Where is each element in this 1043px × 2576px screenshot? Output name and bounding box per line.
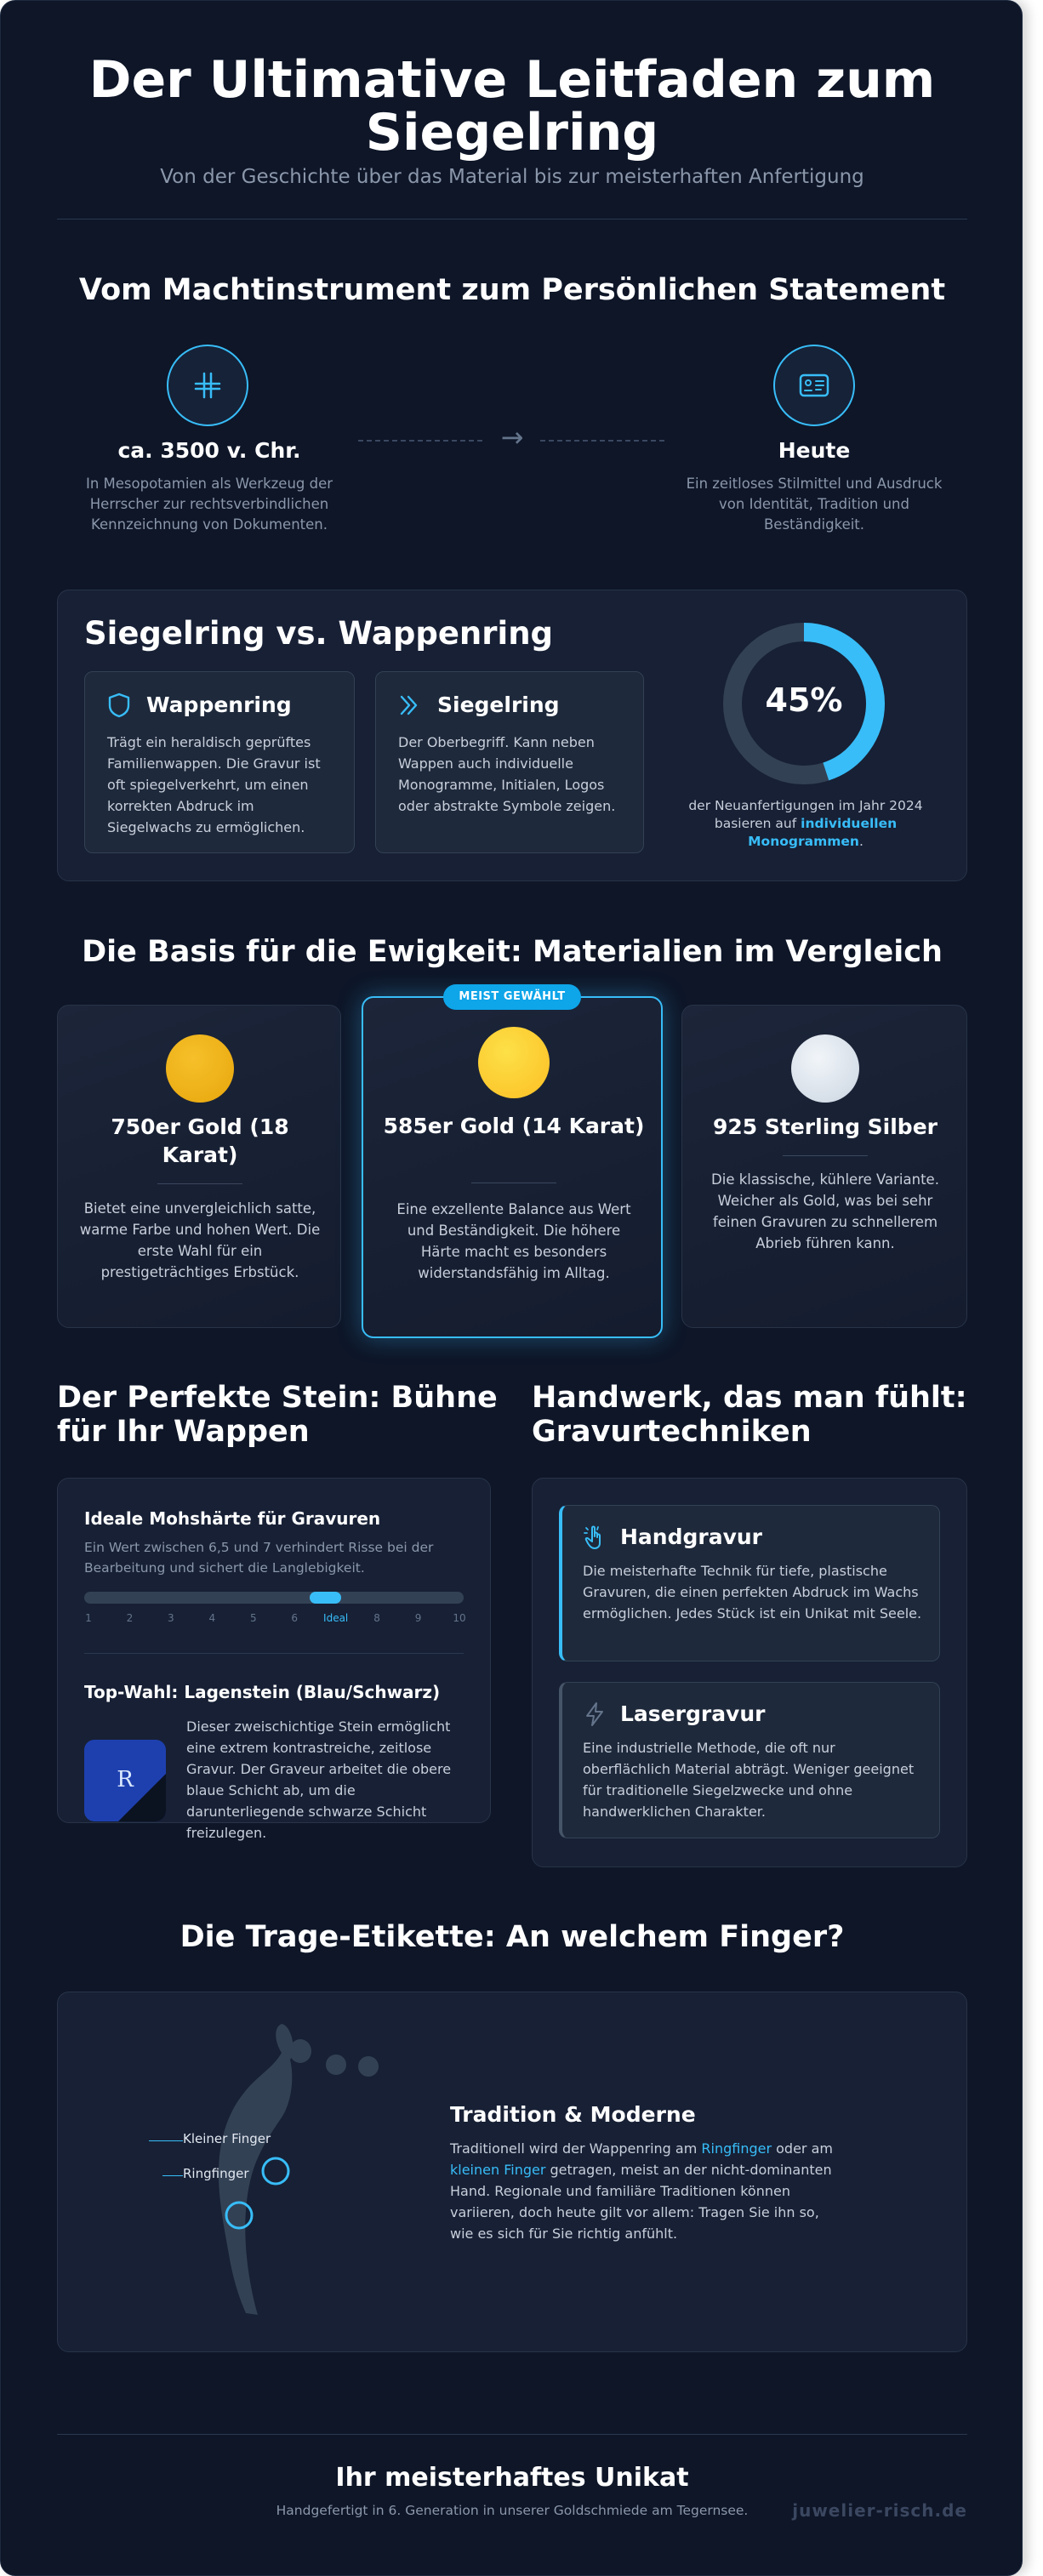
material-text-585: Eine exzellente Balance aus Wert und Bes… [396, 1201, 631, 1281]
most-chosen-badge: MEIST GEWÄHLT [443, 984, 581, 1010]
donut-caption-pre: der Neuanfertigungen im Jahr 2024 basier… [688, 798, 923, 831]
material-card-925: 925 Sterling Silber Die klassische, kühl… [681, 1005, 967, 1328]
silver-925-swatch [791, 1034, 859, 1103]
etiquette-pinky-link: kleinen Finger [450, 2162, 546, 2178]
siegelring-text: Der Oberbegriff. Kann neben Wappen auch … [398, 734, 616, 814]
hand-pointer-icon [584, 1525, 601, 1549]
percentage-donut [723, 623, 885, 784]
etiquette-text: Traditionell wird der Wappenring am Ring… [450, 2138, 841, 2244]
timeline-dash-left [358, 440, 482, 442]
scale-icon [167, 345, 248, 426]
wappenring-card: Wappenring Trägt ein heraldisch geprüfte… [84, 671, 355, 853]
lagenstein-swatch: R [84, 1740, 166, 1821]
top-choice-text: Dieser zweischichtige Stein ermöglicht e… [186, 1718, 452, 1841]
page-title: Der Ultimative Leitfaden zum Siegelring [1, 54, 1022, 162]
material-text-925: Die klassische, kühlere Variante. Weiche… [711, 1171, 939, 1251]
history-past-heading: ca. 3500 v. Chr. [117, 438, 301, 463]
timeline-arrow: → [500, 421, 524, 453]
donut-caption: der Neuanfertigungen im Jahr 2024 basier… [678, 797, 933, 851]
material-text-750: Bietet eine unvergleichlich satte, warme… [79, 1200, 321, 1280]
gold-750-swatch [166, 1034, 234, 1103]
material-name-925: 925 Sterling Silber [713, 1114, 938, 1139]
donut-value-arc [723, 623, 885, 784]
material-name-750: 750er Gold (18 Karat) [111, 1114, 289, 1167]
material-card-585: 585er Gold (14 Karat) Eine exzellente Ba… [362, 996, 663, 1338]
hardness-scale-label: 9 [414, 1612, 422, 1624]
shield-icon [108, 692, 130, 718]
etiquette-text-a: Traditionell wird der Wappenring am [450, 2140, 702, 2157]
hand-illustration [218, 2024, 379, 2315]
material-divider-925 [783, 1155, 868, 1156]
pinky-label: Kleiner Finger [183, 2131, 271, 2146]
donut-caption-post: . [858, 834, 863, 849]
hand-engraving-card: Handgravur Die meisterhafte Technik für … [559, 1505, 940, 1661]
lagenstein-letter: R [117, 1767, 134, 1792]
hardness-scale-label: 2 [126, 1612, 134, 1624]
footer-brand[interactable]: juwelier-risch.de [792, 2500, 967, 2521]
donut-label: 45% [765, 681, 843, 719]
ring-marker-pinky [261, 2157, 290, 2186]
top-choice-heading: Top-Wahl: Lagenstein (Blau/Schwarz) [84, 1682, 441, 1702]
hardness-scale-label: 10 [453, 1612, 466, 1624]
hardness-scale-label: Ideal [323, 1612, 349, 1624]
hardness-scale-label: 3 [168, 1612, 174, 1624]
etiquette-ringfinger-link: Ringfinger [701, 2140, 772, 2157]
hardness-scale-track [84, 1592, 464, 1604]
material-name-585: 585er Gold (14 Karat) [383, 1114, 645, 1138]
hardness-scale-label: 6 [291, 1612, 299, 1624]
etiquette-title: Die Trage-Etikette: An welchem Finger? [180, 1920, 845, 1954]
laser-engraving-text: Eine industrielle Methode, die oft nur o… [583, 1740, 915, 1820]
footer-divider [57, 2434, 967, 2435]
wappenring-label: Wappenring [146, 692, 292, 717]
hardness-ideal-marker [310, 1592, 341, 1604]
engraving-title: Handwerk, das man fühlt: Gravurtechniken [532, 1381, 967, 1449]
stone-title: Der Perfekte Stein: Bühne für Ihr Wappen [57, 1381, 498, 1449]
title-line-1: Der Ultimative Leitfaden zum [88, 50, 936, 110]
etiquette-text-c: getragen, meist an der nicht-dominanten … [450, 2162, 832, 2242]
hardness-scale-label: 8 [373, 1612, 380, 1624]
gold-585-swatch [478, 1027, 550, 1098]
hardness-scale-labels: 1 2 3 4 5 6 Ideal 8 9 10 [84, 1612, 465, 1627]
hardness-scale-label: 5 [249, 1612, 257, 1624]
footer-title: Ihr meisterhaftes Unikat [335, 2463, 689, 2493]
ring-marker-ring [225, 2201, 254, 2230]
timeline-dash-right [540, 440, 664, 442]
siegelring-label: Siegelring [437, 692, 560, 717]
etiquette-card [57, 1992, 967, 2352]
comparison-title: Siegelring vs. Wappenring [84, 615, 554, 652]
stone-divider [84, 1653, 464, 1654]
donut-caption-highlight: individuellen Monogrammen [748, 816, 898, 849]
history-present-text: Ein zeitloses Stilmittel und Ausdruck vo… [686, 476, 943, 533]
hardness-text: Ein Wert zwischen 6,5 und 7 verhindert R… [84, 1540, 434, 1576]
history-present-heading: Heute [778, 438, 851, 463]
material-divider-750 [157, 1183, 242, 1184]
hand-engraving-text: Die meisterhafte Technik für tiefe, plas… [583, 1563, 922, 1621]
lightning-icon [586, 1702, 603, 1726]
ring-label: Ringfinger [183, 2166, 249, 2181]
material-card-750: 750er Gold (18 Karat) Bietet eine unverg… [57, 1005, 341, 1328]
siegelring-card: Siegelring Der Oberbegriff. Kann neben W… [375, 671, 644, 853]
hardness-scale-label: 1 [85, 1612, 92, 1624]
wappenring-text: Trägt ein heraldisch geprüftes Familienw… [107, 734, 321, 835]
etiquette-heading: Tradition & Moderne [450, 2102, 696, 2127]
chevrons-icon [400, 695, 418, 715]
laser-engraving-label: Lasergravur [620, 1701, 766, 1726]
hardness-scale-label: 4 [208, 1612, 216, 1624]
ring-leader-line [162, 2175, 183, 2176]
id-card-icon [773, 345, 855, 426]
materials-title: Die Basis für die Ewigkeit: Materialien … [82, 935, 943, 969]
pinky-leader-line [149, 2140, 183, 2141]
lagenstein-black-layer [118, 1774, 166, 1821]
history-past-text: In Mesopotamien als Werkzeug der Herrsch… [85, 476, 333, 533]
title-line-2: Siegelring [365, 103, 659, 162]
hardness-heading: Ideale Mohshärte für Gravuren [84, 1508, 381, 1529]
page-subtitle: Von der Geschichte über das Material bis… [160, 166, 864, 188]
hand-engraving-label: Handgravur [620, 1525, 763, 1549]
history-title: Vom Machtinstrument zum Persönlichen Sta… [78, 273, 946, 307]
laser-engraving-card: Lasergravur Eine industrielle Methode, d… [559, 1682, 940, 1838]
footer-text: Handgefertigt in 6. Generation in unsere… [276, 2503, 749, 2518]
etiquette-text-b: oder am [772, 2140, 833, 2157]
